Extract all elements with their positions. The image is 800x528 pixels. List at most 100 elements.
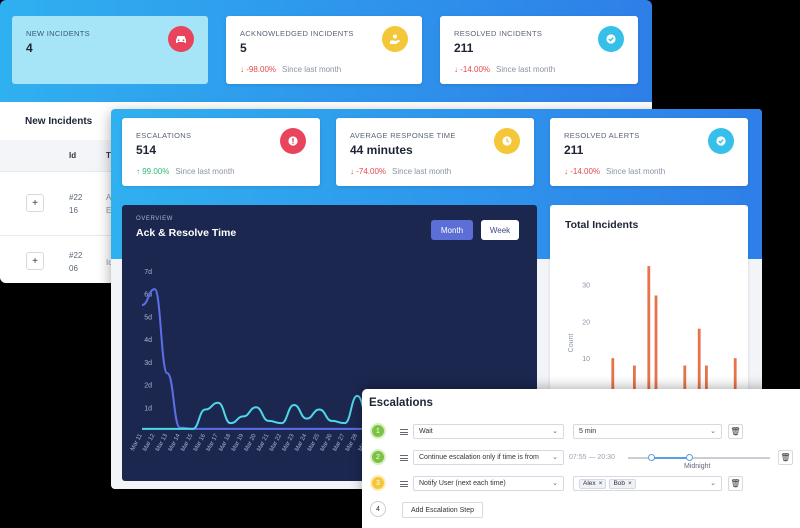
user-tag[interactable]: Alex × (579, 478, 607, 489)
users-multiselect[interactable]: Alex × Bob × ⌄ (573, 476, 722, 491)
stat-card-acknowledged[interactable]: ACKNOWLEDGED INCIDENTS 5 ↓ -98.00% Since … (226, 16, 422, 84)
step-action-select[interactable]: Wait ⌄ (413, 424, 564, 439)
stat-trend: ↑ 99.00% Since last month (136, 167, 235, 176)
month-toggle-button[interactable]: Month (431, 220, 473, 240)
trend-since: Since last month (175, 167, 235, 176)
y-tick-label: 1d (144, 405, 152, 412)
car-crash-icon (168, 26, 194, 52)
time-range-text: 07:55 — 20:30 (569, 454, 615, 461)
expand-row-button[interactable]: + (26, 252, 44, 270)
chevron-down-icon: ⌄ (710, 480, 716, 487)
stat-label: ACKNOWLEDGED INCIDENTS (240, 29, 354, 38)
overview-eyebrow: OVERVIEW (136, 216, 174, 222)
time-slider-start-handle[interactable] (648, 454, 655, 461)
stat-label: RESOLVED INCIDENTS (454, 29, 543, 38)
y-tick-label: 30 (582, 282, 590, 289)
user-tag-label: Alex (583, 480, 596, 487)
drag-handle-icon[interactable] (400, 429, 408, 435)
hand-user-icon (382, 26, 408, 52)
column-header-title: T (106, 151, 111, 160)
select-value: Wait (419, 428, 433, 435)
bar (611, 358, 615, 415)
drag-handle-icon[interactable] (400, 455, 408, 461)
trash-icon: 🗑 (730, 479, 741, 488)
y-tick-label: 5d (144, 314, 152, 321)
expand-row-button[interactable]: + (26, 194, 44, 212)
ack-resolve-chart-panel: 1d 2d 3d 4d 5d 6d 7d Mar 11 Mar 12 Mar 13 Mar 14 Ma… (122, 205, 537, 481)
stat-label: ESCALATIONS (136, 131, 192, 140)
y-tick-label: 10 (582, 356, 590, 363)
incident-id: #22 16 (69, 193, 83, 215)
remove-tag-icon[interactable]: × (598, 480, 603, 487)
midnight-label: Midnight (684, 463, 711, 470)
week-toggle-button[interactable]: Week (481, 220, 519, 240)
alert-circle-icon (280, 128, 306, 154)
delete-step-button[interactable]: 🗑 (778, 450, 793, 465)
stat-value: 211 (564, 143, 584, 157)
stat-label: RESOLVED ALERTS (564, 131, 640, 140)
bar (697, 328, 701, 415)
escalations-dialog: Escalations 1 Wait ⌄ 5 min ⌄ 🗑 2 Continue … (362, 389, 800, 528)
step-number-1: 1 (370, 423, 386, 439)
drag-handle-icon[interactable] (400, 481, 408, 487)
stat-value: 4 (26, 41, 33, 55)
table-row[interactable]: + #22 06 Ic (0, 236, 652, 283)
select-value: Continue escalation only if time is from (419, 454, 539, 461)
remove-tag-icon[interactable]: × (628, 480, 632, 487)
incident-title: A E (106, 193, 112, 215)
step-action-select[interactable]: Continue escalation only if time is from… (413, 450, 564, 465)
stat-trend: ↓ -74.00% Since last month (350, 167, 452, 176)
user-tag[interactable]: Bob × (609, 478, 636, 489)
stat-card-resolved[interactable]: RESOLVED INCIDENTS 211 ↓ -14.00% Since la… (440, 16, 638, 84)
time-slider-range (651, 457, 689, 459)
trash-icon: 🗑 (780, 453, 791, 462)
trend-change: -14.00% (570, 167, 601, 176)
trend-since: Since last month (282, 65, 342, 74)
new-incidents-title: New Incidents (25, 116, 93, 127)
stat-trend: ↓ -14.00% Since last month (564, 167, 666, 176)
trend-since: Since last month (606, 167, 666, 176)
y-tick-label: 7d (144, 269, 152, 276)
stat-value: 514 (136, 143, 157, 157)
y-tick-label: 20 (582, 319, 590, 326)
wait-duration-select[interactable]: 5 min ⌄ (573, 424, 722, 439)
trend-since: Since last month (496, 65, 556, 74)
clock-icon (494, 128, 520, 154)
trend-change: -14.00% (460, 65, 491, 74)
column-header-id: Id (69, 151, 77, 160)
stat-card-escalations[interactable]: ESCALATIONS 514 ↑ 99.00% Since last month (122, 118, 320, 186)
stat-value: 211 (454, 41, 474, 55)
time-slider-track[interactable] (628, 457, 770, 459)
stat-trend: ↓ -98.00% Since last month (240, 65, 342, 74)
bar (647, 266, 651, 415)
stat-card-average-response[interactable]: AVERAGE RESPONSE TIME 44 minutes ↓ -74.0… (336, 118, 534, 186)
bar (733, 358, 737, 415)
step-number-3: 3 (370, 475, 386, 491)
time-slider-end-handle[interactable] (686, 454, 693, 461)
chevron-down-icon: ⌄ (710, 428, 716, 435)
check-circle-icon (598, 26, 624, 52)
check-circle-icon (708, 128, 734, 154)
chart-title: Ack & Resolve Time (136, 227, 237, 239)
stat-trend: ↓ -14.00% Since last month (454, 65, 556, 74)
stat-card-new-incidents[interactable]: NEW INCIDENTS 4 (12, 16, 208, 84)
step-action-select[interactable]: Notify User (next each time) ⌄ (413, 476, 564, 491)
trend-change: 99.00% (142, 167, 170, 176)
stat-card-resolved-alerts[interactable]: RESOLVED ALERTS 211 ↓ -14.00% Since last … (550, 118, 748, 186)
y-tick-label: 4d (144, 337, 152, 344)
series-line-2 (142, 394, 371, 430)
y-tick-label: 3d (144, 360, 152, 367)
stat-value: 44 minutes (350, 143, 413, 157)
chevron-down-icon: ⌄ (552, 454, 558, 461)
add-escalation-step-button[interactable]: Add Escalation Step (402, 502, 483, 518)
delete-step-button[interactable]: 🗑 (728, 424, 743, 439)
delete-step-button[interactable]: 🗑 (728, 476, 743, 491)
select-value: 5 min (579, 428, 597, 435)
chevron-down-icon: ⌄ (552, 480, 558, 487)
stat-label: AVERAGE RESPONSE TIME (350, 131, 456, 140)
y-axis-label: Count (568, 334, 575, 353)
stat-value: 5 (240, 41, 247, 55)
trend-change: -74.00% (356, 167, 387, 176)
incident-title: Ic (106, 258, 113, 267)
